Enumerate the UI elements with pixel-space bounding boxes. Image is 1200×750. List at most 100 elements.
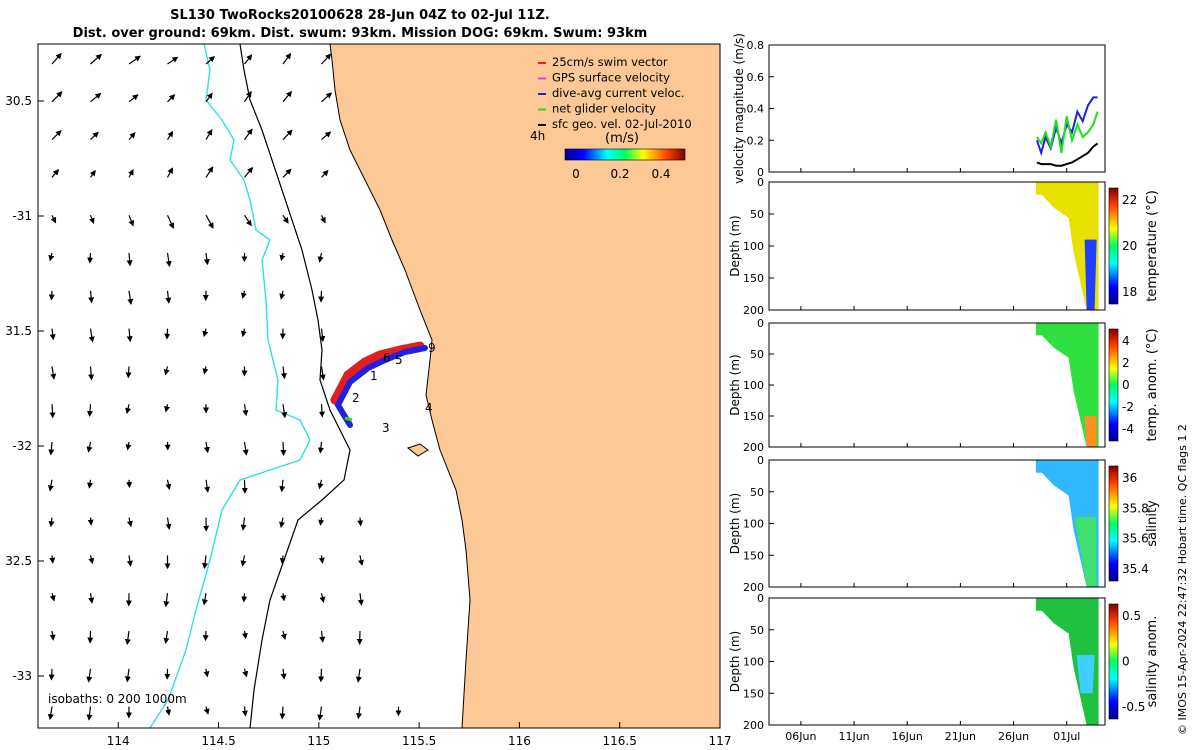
map-x-tick-label: 114	[107, 734, 130, 748]
panel-2: Depth (m) 0 50 100 150 200 -4 -2 0 2 4 temp. anom. …	[728, 317, 1160, 454]
panel-xtick-label: 11Jun	[838, 730, 869, 743]
current-arrow	[203, 706, 210, 715]
legend-entry: GPS surface velocity	[552, 71, 670, 85]
panel-ytick-label: 0.6	[747, 71, 765, 84]
track-label: 9	[428, 341, 436, 355]
map-colorbar-tick: 0	[572, 167, 580, 181]
panel-frame	[768, 597, 1106, 726]
track-label: 6	[383, 351, 391, 365]
current-arrow	[279, 555, 286, 565]
panel-ylabel: velocity magnitude (m/s)	[732, 33, 746, 184]
current-arrow	[86, 441, 93, 453]
current-arrow	[163, 366, 170, 376]
panel-ytick-label: 100	[743, 379, 764, 392]
panel-colorbar-label: temp. anom. (°C)	[1145, 328, 1160, 441]
current-arrow	[49, 328, 56, 341]
current-arrow	[242, 668, 249, 678]
current-arrow	[88, 214, 95, 224]
current-arrow	[124, 668, 131, 683]
current-arrow	[165, 706, 172, 716]
current-arrow	[282, 214, 289, 224]
current-arrow	[240, 555, 247, 567]
current-arrow	[202, 328, 209, 338]
glider-track-green	[344, 416, 353, 422]
current-arrow	[164, 328, 171, 340]
panel-ylabel: Depth (m)	[728, 631, 742, 692]
current-arrow	[357, 517, 364, 527]
current-arrow	[282, 129, 293, 141]
panel-colorbar	[1108, 465, 1119, 582]
current-arrow	[242, 441, 249, 456]
current-arrow	[50, 214, 57, 224]
current-arrow	[244, 166, 254, 178]
current-arrow	[48, 252, 55, 262]
current-arrow	[125, 404, 132, 415]
current-arrow	[87, 252, 94, 264]
current-arrow	[202, 555, 209, 570]
panel-colorbar	[1108, 187, 1119, 305]
panel-ytick-label: 0.4	[747, 103, 765, 116]
current-arrow	[318, 555, 325, 564]
isobath-1000	[149, 44, 311, 728]
panel-colorbar-label: salinity	[1145, 500, 1160, 547]
panel-ytick-label: 0	[757, 454, 764, 467]
current-arrow	[282, 90, 292, 103]
current-arrow	[86, 404, 93, 417]
current-arrow	[317, 441, 324, 454]
current-arrow	[204, 479, 211, 493]
panel-colorbar-tick: 22	[1122, 193, 1137, 207]
map-x-tick-label: 117	[709, 734, 732, 748]
current-arrow	[126, 517, 133, 528]
current-arrow	[244, 90, 252, 103]
map-y-tick-label: -31	[12, 209, 32, 223]
panel-ytick-label: 200	[743, 581, 764, 594]
panel-ylabel: Depth (m)	[728, 215, 742, 276]
current-arrow	[203, 252, 210, 266]
chart-subtitle: Dist. over ground: 69km. Dist. swum: 93k…	[72, 26, 648, 41]
current-arrow	[86, 668, 93, 683]
current-arrow	[279, 517, 285, 528]
credit-label: © IMOS 15-Apr-2024 22:47:32 Hobart time.…	[1176, 424, 1189, 735]
panel-ytick-label: 50	[750, 348, 764, 361]
panel-ytick-label: 100	[743, 240, 764, 253]
legend-entry: net glider velocity	[552, 102, 656, 116]
current-arrow	[88, 593, 95, 604]
section-salanom-layer	[1076, 655, 1095, 694]
section-cold-layer	[1084, 239, 1097, 310]
current-arrow	[48, 441, 55, 456]
current-arrow	[280, 366, 287, 380]
current-arrow	[317, 706, 324, 721]
current-arrow	[244, 128, 253, 140]
current-arrow	[317, 252, 324, 263]
current-arrow	[282, 168, 292, 178]
panel-ytick-label: 150	[743, 272, 764, 285]
current-arrow	[280, 441, 287, 456]
current-arrow	[125, 441, 132, 451]
current-arrow	[321, 169, 329, 178]
panel-ytick-label: 50	[750, 208, 764, 221]
panel-ylabel: Depth (m)	[728, 354, 742, 415]
current-arrow	[128, 55, 141, 65]
current-arrow	[317, 479, 324, 490]
velocity-series-line	[1036, 142, 1099, 167]
panel-xtick-label: 01Jul	[1053, 730, 1080, 743]
current-arrow	[49, 555, 56, 564]
panel-ytick-label: 0	[757, 592, 764, 605]
current-arrow	[168, 744, 170, 750]
panel-ytick-label: 50	[750, 624, 764, 637]
panel-colorbar-tick: 18	[1122, 285, 1137, 299]
current-arrow	[48, 668, 55, 681]
panel-ytick-label: 0	[757, 176, 764, 189]
panel-ytick-label: 0.2	[747, 134, 765, 147]
track-label: 1	[370, 369, 378, 383]
current-arrow	[88, 366, 95, 381]
panel-colorbar-tick: -2	[1122, 400, 1134, 414]
panel-ytick-label: 0.8	[747, 39, 765, 52]
panel-xtick-label: 06Jun	[785, 730, 816, 743]
map-x-tick-label: 115.5	[402, 734, 436, 748]
current-arrow	[89, 169, 96, 178]
current-arrow	[240, 517, 247, 531]
panel-frame	[768, 181, 1106, 311]
current-arrow	[126, 252, 133, 267]
